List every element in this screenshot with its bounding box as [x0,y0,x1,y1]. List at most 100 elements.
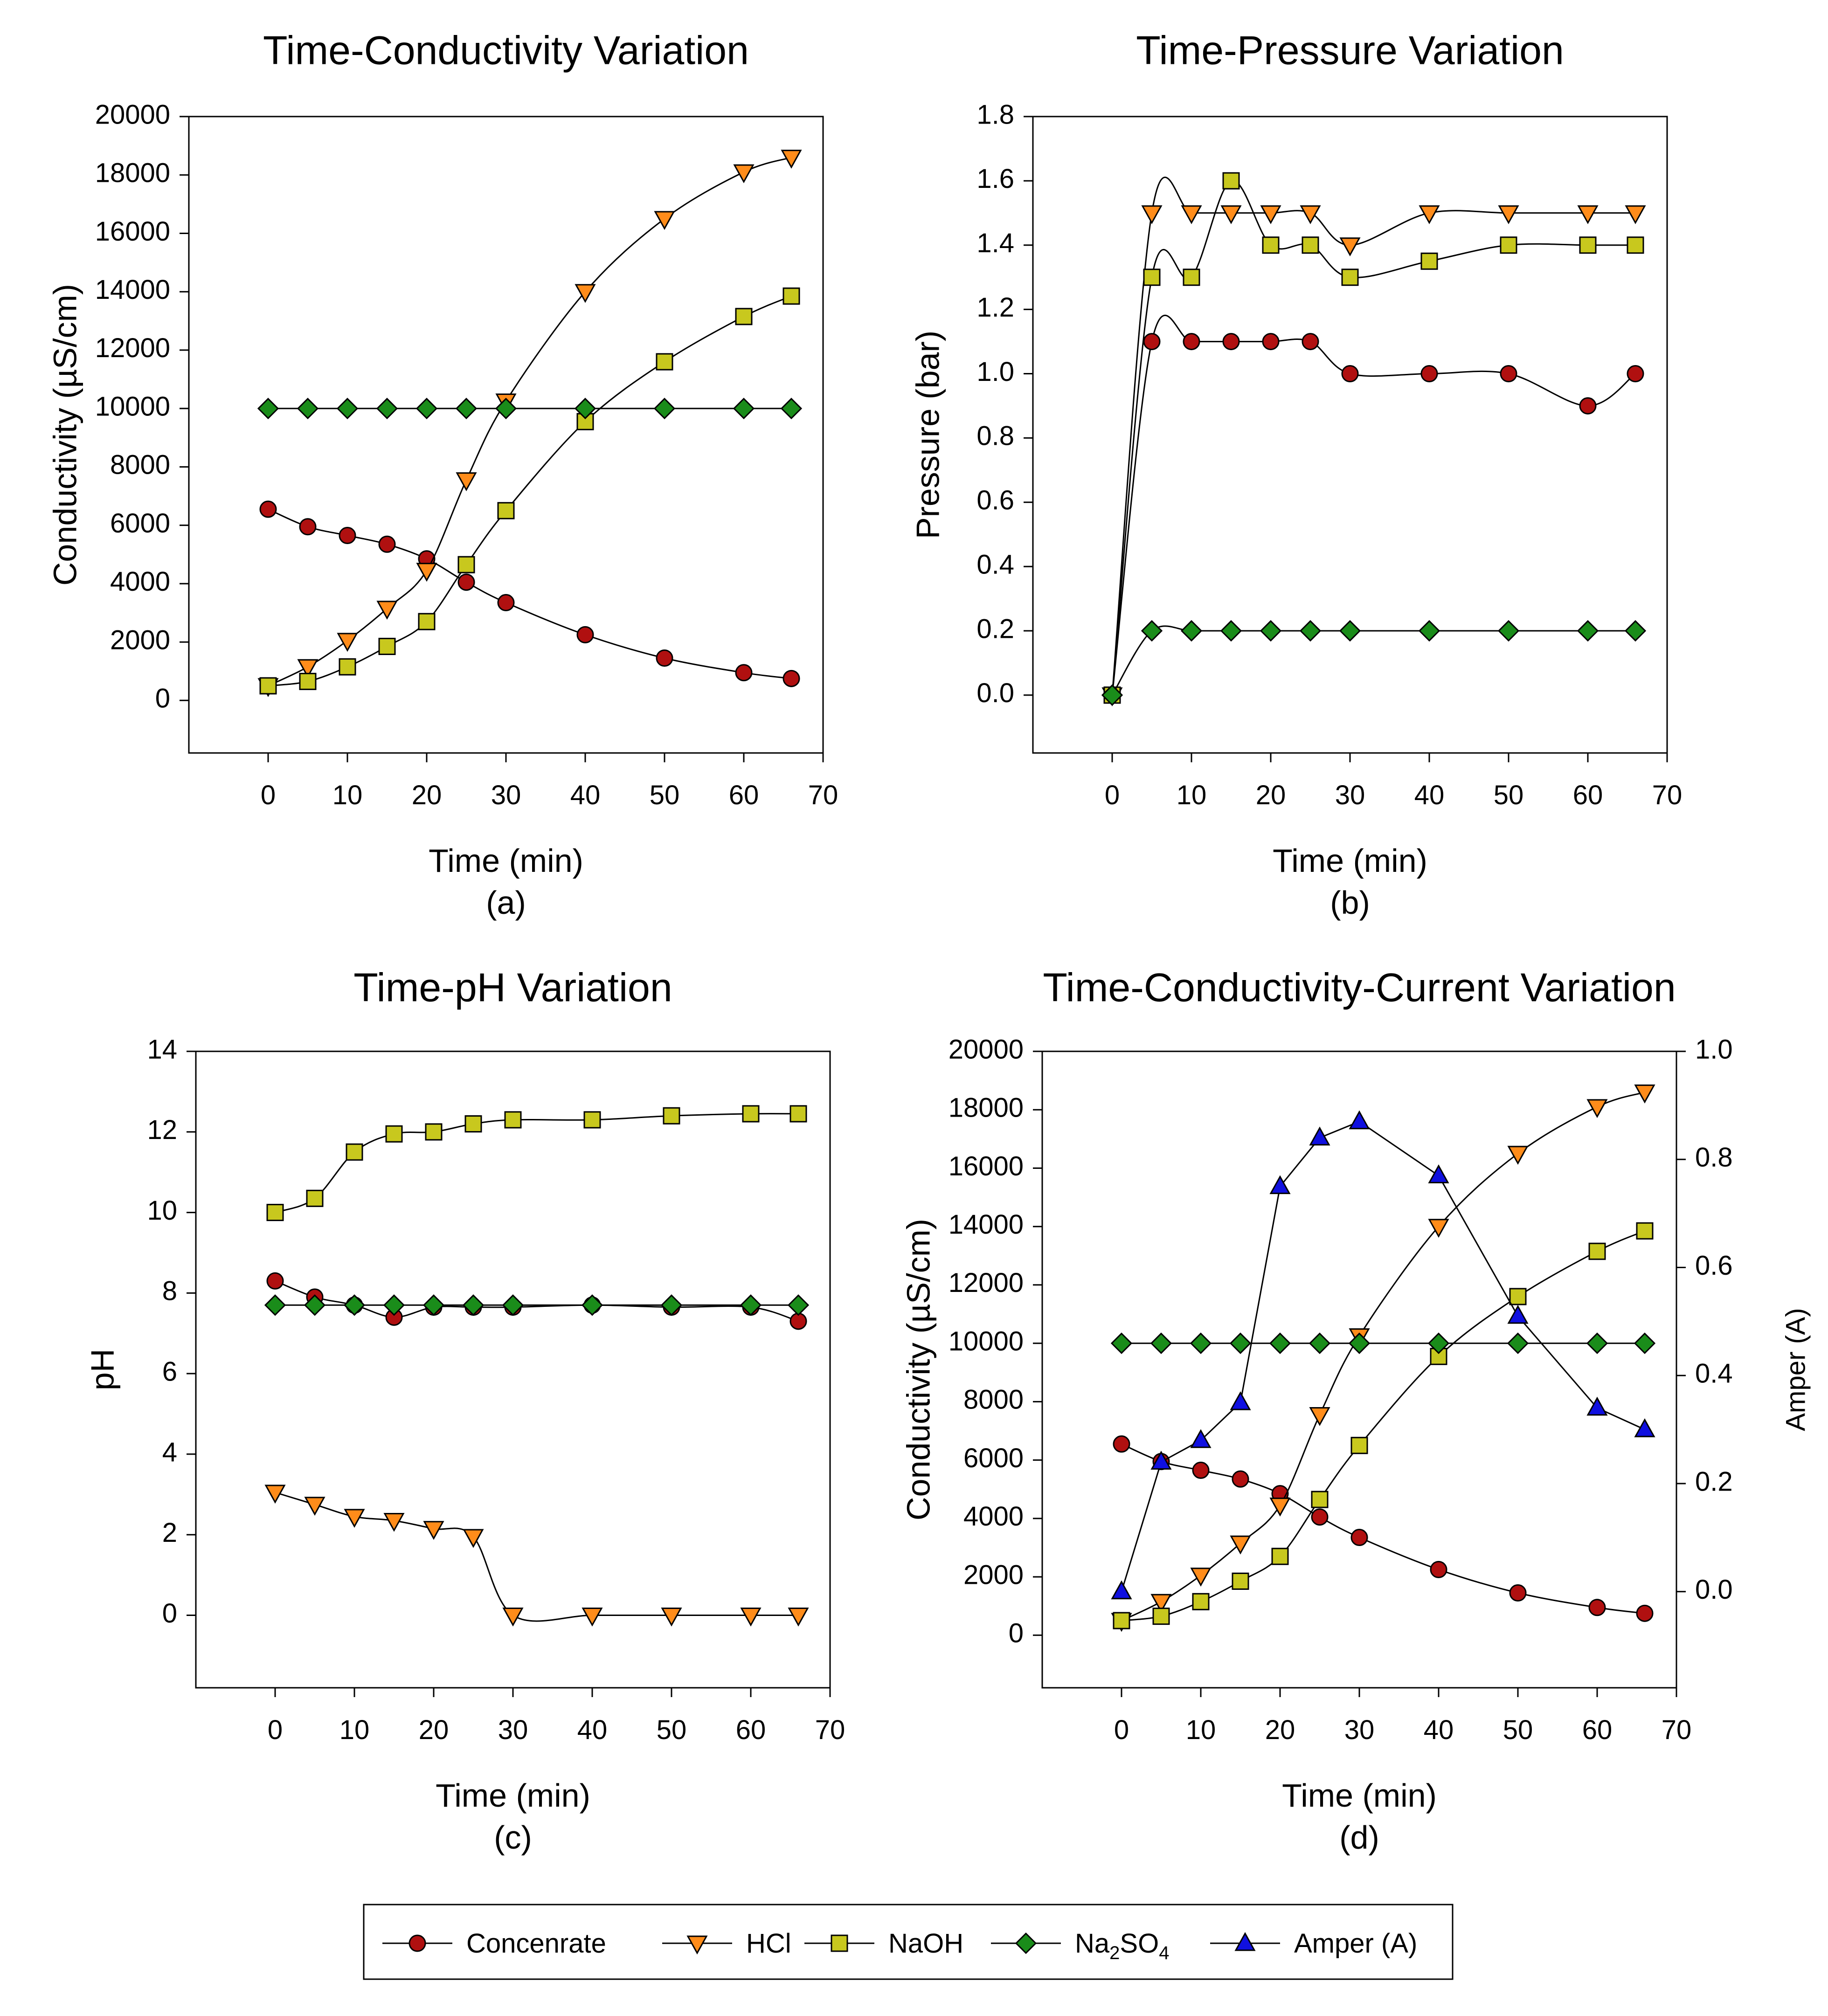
x-tick-label: 40 [1414,780,1445,810]
data-point-na2so4 [1110,1332,1133,1354]
data-point-amper [1269,1175,1291,1194]
data-point-naoh [1192,1593,1210,1610]
data-point-na2so4 [581,1294,603,1316]
data-point-na2so4 [1497,620,1520,642]
y-tick-label: 10 [147,1195,177,1226]
data-point-conc [782,670,800,687]
y-axis-label: Pressure (bar) [909,331,946,539]
chart-panel-b: Time-Pressure Variation 0 10 20 30 40 50 60 70 0.… [909,28,1682,921]
data-point-na2so4 [740,1294,762,1316]
data-point-na2so4 [462,1294,485,1316]
data-point-naoh [457,556,475,573]
x-tick-label: 10 [339,1715,370,1745]
data-point-na2so4 [1141,620,1163,642]
data-point-na2so4 [1586,1332,1608,1354]
y-tick-label: 14000 [95,275,170,305]
y-tick-label: 4 [162,1437,177,1467]
y-tick-label: 0 [1009,1618,1024,1649]
data-point-conc [1509,1584,1527,1602]
data-point-na2so4 [1190,1332,1212,1354]
x-tick-label: 70 [815,1715,845,1745]
y-tick-label: 0.2 [976,614,1014,644]
data-point-naoh [1500,236,1517,254]
y2-axis-label: Amper (A) [1780,1308,1811,1431]
data-point-naoh [1627,236,1644,254]
x-tick-label: 0 [1105,780,1120,810]
data-point-naoh [504,1111,522,1129]
data-point-na2so4 [502,1294,524,1316]
data-point-hcl [733,164,755,184]
y-tick-label: 12000 [95,333,170,363]
legend-marker-hcl [686,1935,708,1955]
data-point-naoh [425,1123,443,1141]
series-na2so4 [1101,620,1647,706]
data-point-hcl [416,563,437,582]
data-point-naoh [1152,1608,1170,1625]
data-point-na2so4 [733,398,755,420]
y-tick-label: 16000 [95,216,170,247]
x-tick-label: 50 [1503,1715,1533,1745]
data-point-naoh [1262,236,1280,254]
data-point-conc [299,518,317,536]
data-point-hcl [463,1529,484,1548]
data-point-hcl [1428,1219,1449,1238]
data-point-naoh [418,613,436,630]
series-naoh [266,1105,807,1222]
data-point-na2so4 [495,398,517,420]
y2-tick-label: 0.8 [1695,1142,1733,1173]
data-point-na2so4 [1229,1332,1252,1354]
data-point-hcl [1625,205,1646,224]
data-point-hcl [1230,1535,1251,1555]
data-point-hcl [1634,1084,1655,1104]
data-point-naoh [1579,236,1597,254]
data-point-na2so4 [383,1294,405,1316]
data-point-naoh [1350,1436,1368,1454]
legend-label-conc: Concenrate [466,1928,606,1959]
data-point-naoh [306,1189,324,1207]
series-conc [1103,315,1644,704]
data-point-amper [1111,1580,1132,1600]
data-point-na2so4 [376,398,398,420]
x-tick-label: 30 [498,1715,528,1745]
legend-item-hcl: HCl [662,1928,791,1959]
data-point-hcl [502,1607,524,1627]
y2-tick-label: 0.6 [1695,1250,1733,1281]
y-tick-label: 8 [162,1276,177,1306]
data-point-naoh [385,1125,403,1143]
data-point-na2so4 [660,1294,683,1316]
data-point-naoh [1232,1572,1249,1590]
data-point-hcl [304,1497,325,1516]
y-tick-label: 10000 [949,1326,1024,1356]
data-point-hcl [264,1484,286,1504]
data-point-na2so4 [1220,620,1242,642]
data-point-naoh [259,677,277,695]
y-tick-label: 18000 [95,158,170,188]
data-point-naoh [464,1115,482,1133]
series-naoh [259,287,800,695]
data-point-na2so4 [1101,684,1123,706]
data-point-na2so4 [455,398,478,420]
data-point-naoh [497,502,515,519]
data-point-conc [378,535,396,553]
data-point-naoh [339,658,356,676]
data-point-naoh [1222,172,1240,190]
data-point-na2so4 [297,398,319,420]
data-point-na2so4 [1348,1332,1371,1354]
legend-label-amper: Amper (A) [1294,1928,1417,1959]
legend-label-text: NaOH [888,1928,963,1959]
x-axis-label: Time (min) [436,1777,590,1814]
x-tick-label: 20 [1256,780,1286,810]
data-point-conc [1636,1604,1654,1622]
panel-caption: (d) [1339,1819,1379,1856]
data-point-naoh [742,1105,760,1123]
data-point-conc [735,664,753,682]
legend-marker-amper [1234,1932,1256,1951]
data-point-naoh [782,287,800,305]
data-point-hcl [1141,205,1163,224]
y-tick-label: 0.0 [976,678,1014,708]
y-tick-label: 0.8 [976,421,1014,451]
y-axis-label: Conductivity (µS/cm) [900,1219,936,1520]
data-point-hcl [1150,1594,1172,1613]
legend-item-naoh: NaOH [804,1928,963,1959]
